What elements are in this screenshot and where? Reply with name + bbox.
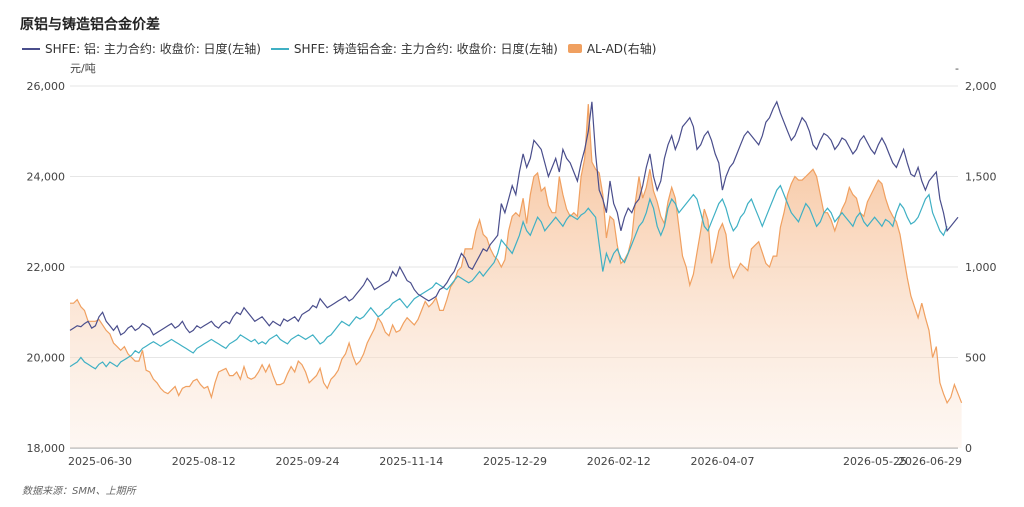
x-axis-ticks: 2025-06-30 2025-08-12 2025-09-24 2025-11-14…	[68, 455, 962, 468]
chart-title: 原铝与铸造铝合金价差	[20, 17, 160, 33]
x-tick-label: 2026-04-07	[691, 455, 755, 468]
y-right-tick-label: 500	[965, 352, 986, 365]
series-line-al	[69, 100, 959, 336]
legend-label-al: SHFE: 铝: 主力合约: 收盘价: 日度(左轴)	[45, 42, 261, 56]
y-right-tick-label: 1,000	[965, 261, 997, 274]
y-right-tick-label: 0	[965, 442, 972, 455]
spread-area	[70, 104, 963, 448]
y-right-tick-label: 1,500	[965, 171, 997, 184]
x-tick-label: 2025-06-30	[68, 455, 132, 468]
legend-label-spread: AL-AD(右轴)	[586, 42, 657, 56]
series-area-spread	[70, 104, 962, 448]
legend-swatch-line-ad	[270, 47, 289, 50]
series-line-spread	[70, 104, 963, 405]
y-left-tick-label: 22,000	[27, 261, 66, 274]
y-left-tick-label: 26,000	[27, 80, 66, 93]
series-lines	[69, 100, 959, 370]
legend-swatch-line-al	[22, 47, 40, 50]
legend-item-al[interactable]: SHFE: 铝: 主力合约: 收盘价: 日度(左轴)	[22, 40, 261, 57]
x-tick-label: 2026-05-25	[843, 455, 907, 468]
y-left-tick-label: 18,000	[27, 442, 66, 455]
legend-swatch-area-spread	[567, 44, 582, 53]
x-tick-label: 2026-02-12	[587, 455, 651, 468]
x-tick-label: 2025-08-12	[172, 455, 236, 468]
right-axis-ticks: 0 500 1,000 1,500 2,000	[965, 80, 997, 455]
y-right-tick-label: 2,000	[965, 80, 997, 93]
legend-label-ad: SHFE: 铸造铝合金: 主力合约: 收盘价: 日度(左轴)	[293, 42, 558, 56]
y-left-tick-label: 20,000	[27, 352, 66, 365]
right-axis-unit: -	[955, 62, 959, 75]
x-tick-label: 2025-09-24	[276, 455, 340, 468]
left-axis-ticks: 18,000 20,000 22,000 24,000 26,000	[27, 80, 66, 455]
x-tick-label: 2025-11-14	[379, 455, 443, 468]
x-tick-label: 2026-06-29	[898, 455, 962, 468]
legend: SHFE: 铝: 主力合约: 收盘价: 日度(左轴) SHFE: 铸造铝合金: …	[22, 40, 666, 57]
left-axis-unit: 元/吨	[70, 62, 96, 75]
legend-item-ad[interactable]: SHFE: 铸造铝合金: 主力合约: 收盘价: 日度(左轴)	[270, 40, 558, 57]
y-left-tick-label: 24,000	[27, 171, 66, 184]
data-source-note: 数据来源：SMM、上期所	[22, 486, 136, 497]
series-line-ad	[69, 184, 948, 370]
x-tick-label: 2025-12-29	[483, 455, 547, 468]
legend-item-spread[interactable]: AL-AD(右轴)	[567, 40, 657, 57]
